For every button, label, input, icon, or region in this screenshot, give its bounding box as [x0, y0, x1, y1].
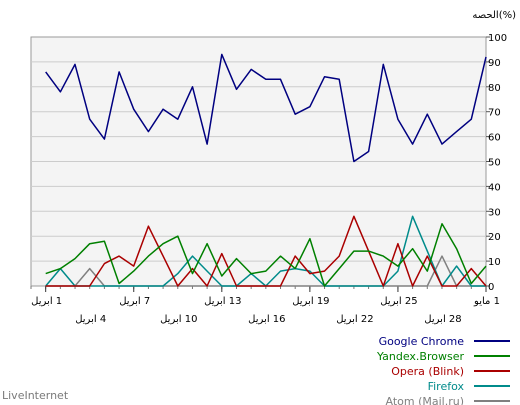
legend-label: Opera (Blink)	[391, 365, 464, 378]
y-tick-label: 80	[488, 83, 501, 94]
y-tick-label: 90	[488, 58, 501, 69]
legend: Google Chrome Yandex.Browser Opera (Blink)…	[376, 335, 510, 405]
x-tick-label: 25 ابريل	[380, 296, 417, 307]
series-line-yandex-browser	[45, 223, 487, 287]
y-tick-label: 100	[488, 33, 507, 44]
y-tick-label: 20	[488, 232, 501, 243]
x-tick-label: 7 ابريل	[119, 296, 150, 307]
legend-label: Google Chrome	[379, 335, 465, 348]
y-tick-label: 60	[488, 133, 501, 144]
x-axis-ticks: 1 مايو 25 ابريل 19 ابريل 13 ابريل 7 ابريل 1 ا…	[30, 286, 500, 325]
y-tick-label: 50	[488, 158, 501, 169]
x-tick-label: 22 ابريل	[336, 314, 373, 325]
x-tick-label: 28 ابريل	[424, 314, 461, 325]
y-tick-label: 40	[488, 182, 501, 193]
y-tick-label: 10	[488, 257, 501, 268]
legend-label: Firefox	[428, 380, 465, 393]
y-axis-ticks: 0 10 20 30 40 50 60 70 80 90 100	[486, 33, 507, 293]
y-tick-label: 0	[488, 282, 494, 293]
y-tick-label: 30	[488, 207, 501, 218]
series-lines	[45, 53, 487, 287]
x-tick-label: 10 ابريل	[160, 314, 197, 325]
legend-label: Atom (Mail.ru)	[385, 395, 464, 405]
x-tick-label: 1 ابريل	[31, 296, 62, 307]
x-tick-label: 1 مايو	[473, 296, 500, 307]
y-axis-label: الحصه(%)	[472, 10, 516, 21]
grid	[31, 61, 486, 262]
legend-label: Yandex.Browser	[376, 350, 465, 363]
series-line-opera-blink	[45, 215, 487, 287]
x-tick-label: 16 ابريل	[248, 314, 285, 325]
x-tick-label: 19 ابريل	[292, 296, 329, 307]
series-line-google-chrome	[45, 53, 487, 163]
y-tick-label: 70	[488, 108, 501, 119]
x-tick-label: 13 ابريل	[204, 296, 241, 307]
x-tick-label: 4 ابريل	[75, 314, 106, 325]
brand-label: LiveInternet	[2, 389, 69, 402]
